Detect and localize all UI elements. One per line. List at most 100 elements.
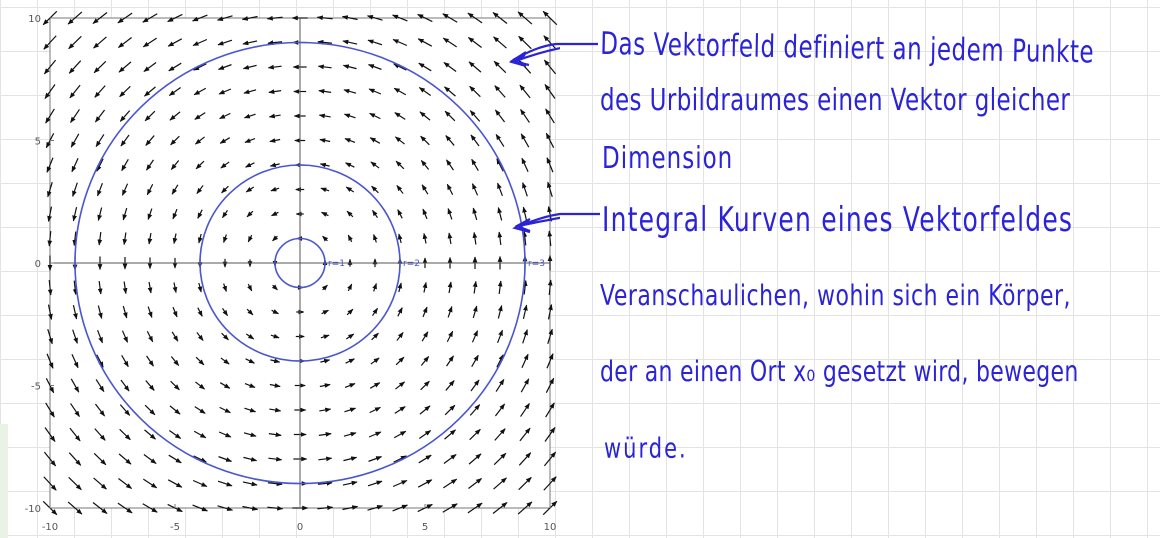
vector-arrows: [42, 10, 558, 516]
field-arrow: [345, 358, 355, 364]
field-arrow: [346, 308, 354, 316]
field-arrow: [320, 358, 331, 364]
field-arrow: [95, 379, 105, 393]
field-arrow: [243, 432, 257, 438]
field-arrow: [519, 84, 531, 99]
field-arrow: [92, 502, 108, 514]
tick-labels: -10 -5 0 5 10 10 5 0 -5 -10: [25, 14, 557, 533]
field-arrow: [221, 185, 229, 194]
field-arrow: [47, 279, 53, 296]
field-arrow: [219, 137, 231, 144]
field-arrow: [170, 160, 180, 170]
field-arrow: [223, 234, 228, 244]
field-arrow: [72, 304, 78, 320]
field-arrow: [392, 479, 408, 488]
field-arrow: [266, 15, 283, 21]
field-arrow: [220, 357, 230, 365]
field-arrow: [245, 358, 255, 364]
field-arrow: [368, 431, 382, 438]
field-arrow: [447, 281, 453, 294]
field-arrow: [369, 406, 381, 414]
field-arrow: [146, 159, 154, 171]
field-arrow: [446, 183, 454, 196]
field-arrow: [494, 428, 506, 441]
field-arrow: [221, 332, 229, 341]
field-arrow: [219, 112, 231, 120]
field-arrow: [244, 407, 257, 413]
field-arrow: [368, 88, 382, 95]
field-arrow: [397, 209, 403, 219]
field-arrow: [122, 305, 128, 319]
field-arrow: [419, 405, 431, 415]
field-arrow: [117, 37, 132, 48]
field-arrow: [392, 38, 408, 47]
field-arrow: [269, 162, 280, 168]
field-arrow: [542, 10, 558, 26]
field-arrow: [47, 230, 53, 247]
field-arrow: [469, 110, 481, 122]
field-arrow: [493, 477, 507, 490]
field-arrow: [197, 307, 203, 317]
field-arrow: [267, 505, 284, 511]
field-arrow: [471, 330, 479, 343]
field-arrow: [446, 159, 454, 171]
field-arrow: [422, 208, 428, 220]
field-arrow: [494, 109, 506, 123]
field-arrow: [93, 477, 107, 490]
field-arrow: [117, 12, 133, 24]
field-arrow: [241, 15, 258, 21]
field-arrow: [193, 63, 207, 71]
field-arrow: [122, 281, 128, 295]
field-arrow: [420, 160, 430, 170]
field-arrow: [247, 283, 253, 292]
field-arrow: [145, 135, 155, 146]
field-arrow: [144, 110, 156, 122]
field-arrow: [193, 87, 207, 96]
field-arrow: [522, 304, 528, 320]
field-arrow: [243, 89, 257, 95]
field-arrow: [118, 478, 133, 489]
field-arrow: [69, 84, 81, 99]
field-arrow: [394, 112, 406, 120]
field-arrow: [493, 36, 507, 49]
field-arrow: [147, 306, 153, 318]
field-arrow: [70, 378, 80, 393]
field-arrow: [71, 158, 79, 173]
note-line-7: würde.: [604, 432, 688, 464]
field-arrow: [121, 159, 129, 172]
field-arrow: [343, 456, 358, 462]
field-arrow: [420, 135, 430, 146]
field-arrow: [547, 279, 553, 296]
field-arrow: [218, 456, 233, 462]
field-arrow: [272, 235, 279, 242]
field-arrow: [219, 406, 231, 414]
field-arrow: [546, 353, 554, 369]
field-arrow: [143, 478, 158, 489]
field-arrow: [192, 504, 208, 512]
field-arrow: [347, 234, 353, 243]
field-arrow: [94, 403, 106, 417]
field-arrow: [368, 456, 383, 462]
field-arrow: [367, 64, 382, 70]
field-arrow: [269, 138, 281, 143]
integral-curve-1: [274, 237, 326, 289]
handwritten-notes: Das Vektorfeld definiert an jedem Punkte…: [560, 0, 1160, 538]
field-arrow: [372, 209, 378, 219]
field-arrow: [96, 158, 104, 172]
x-tick-label: -10: [42, 522, 58, 533]
field-arrow: [373, 233, 378, 243]
field-arrow: [443, 478, 458, 489]
field-arrow: [319, 383, 331, 388]
field-arrow: [396, 184, 404, 194]
field-arrow: [497, 329, 503, 344]
field-arrow: [267, 40, 283, 46]
x-tick-label: 0: [297, 522, 303, 533]
field-arrow: [193, 455, 207, 463]
field-arrow: [468, 478, 483, 489]
field-arrow: [520, 402, 530, 417]
field-arrow: [269, 407, 282, 413]
field-arrow: [97, 182, 103, 197]
field-arrow: [196, 185, 204, 195]
field-arrow: [347, 283, 353, 292]
field-arrow: [417, 13, 433, 23]
